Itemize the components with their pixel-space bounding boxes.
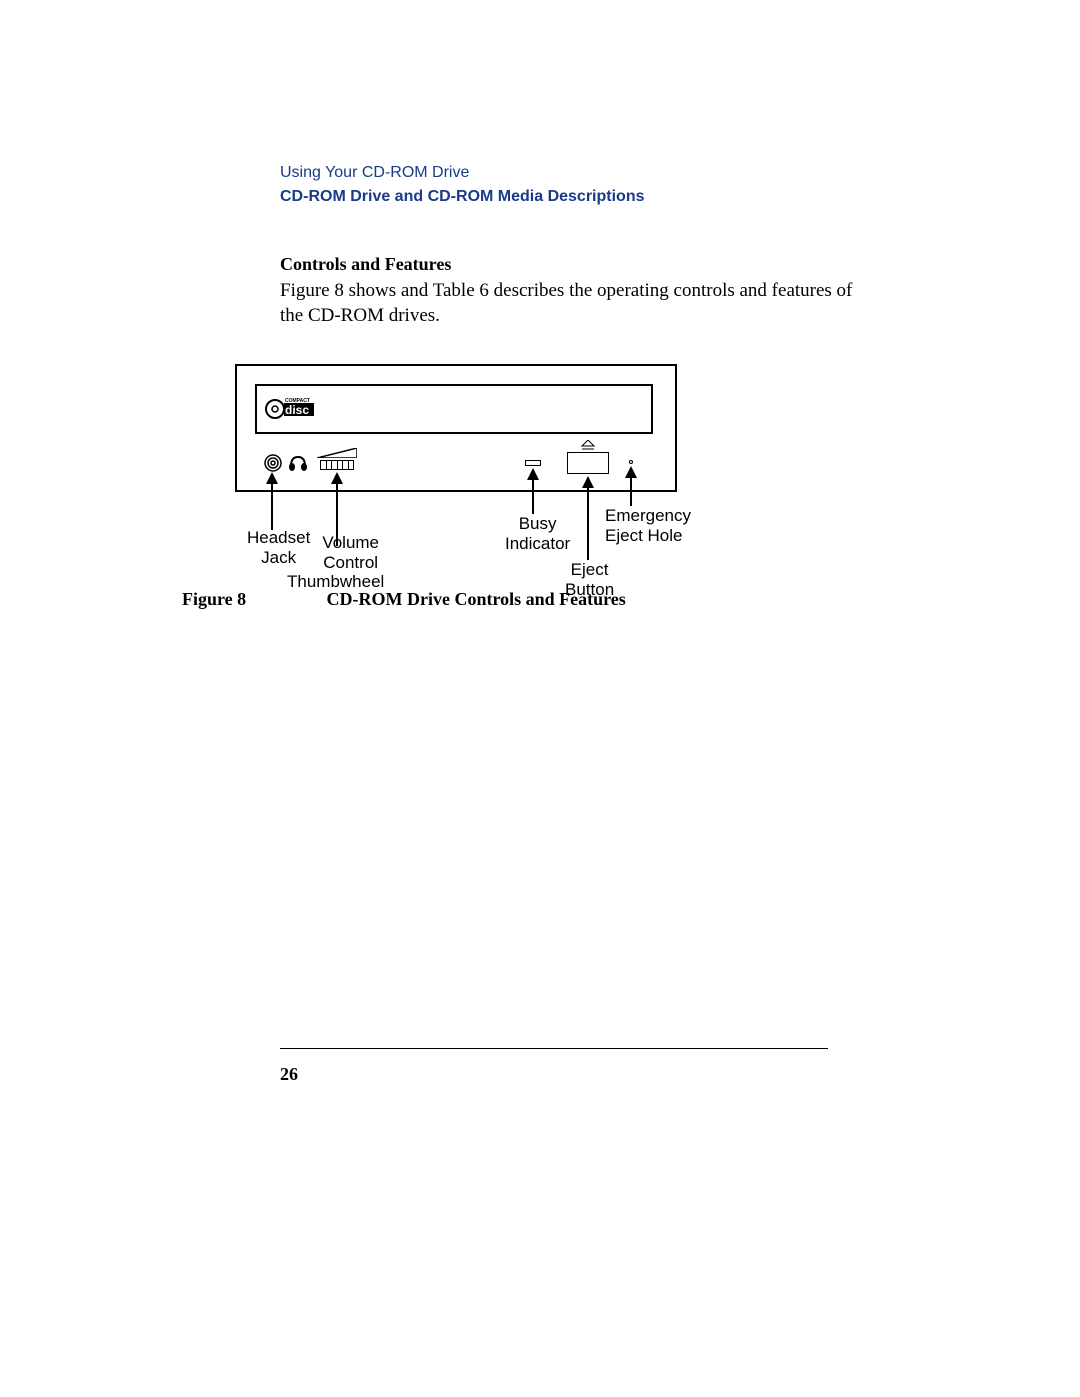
headset-jack-icon xyxy=(264,454,282,472)
figure-caption: Figure 8 CD-ROM Drive Controls and Featu… xyxy=(182,589,626,610)
section-title: CD-ROM Drive and CD-ROM Media Descriptio… xyxy=(280,188,880,206)
headphones-icon xyxy=(288,454,308,472)
compact-disc-icon: COMPACT disc xyxy=(265,394,315,422)
svg-text:disc: disc xyxy=(285,403,309,417)
eject-button xyxy=(567,452,609,474)
label-emergency: Emergency Eject Hole xyxy=(605,506,691,545)
subsection-title: Controls and Features xyxy=(280,254,880,275)
label-busy: Busy Indicator xyxy=(505,514,570,553)
busy-indicator xyxy=(525,460,541,466)
body-paragraph: Figure 8 shows and Table 6 describes the… xyxy=(280,279,880,328)
eject-symbol-icon xyxy=(580,440,596,450)
volume-thumbwheel xyxy=(320,460,354,470)
footer-rule xyxy=(280,1048,828,1049)
figure-diagram: COMPACT disc xyxy=(235,364,735,609)
chapter-title: Using Your CD-ROM Drive xyxy=(280,164,880,182)
volume-wedge-icon xyxy=(317,448,357,458)
page-number: 26 xyxy=(280,1064,298,1085)
label-volume: Volume Control Thumbwheel xyxy=(287,533,384,592)
